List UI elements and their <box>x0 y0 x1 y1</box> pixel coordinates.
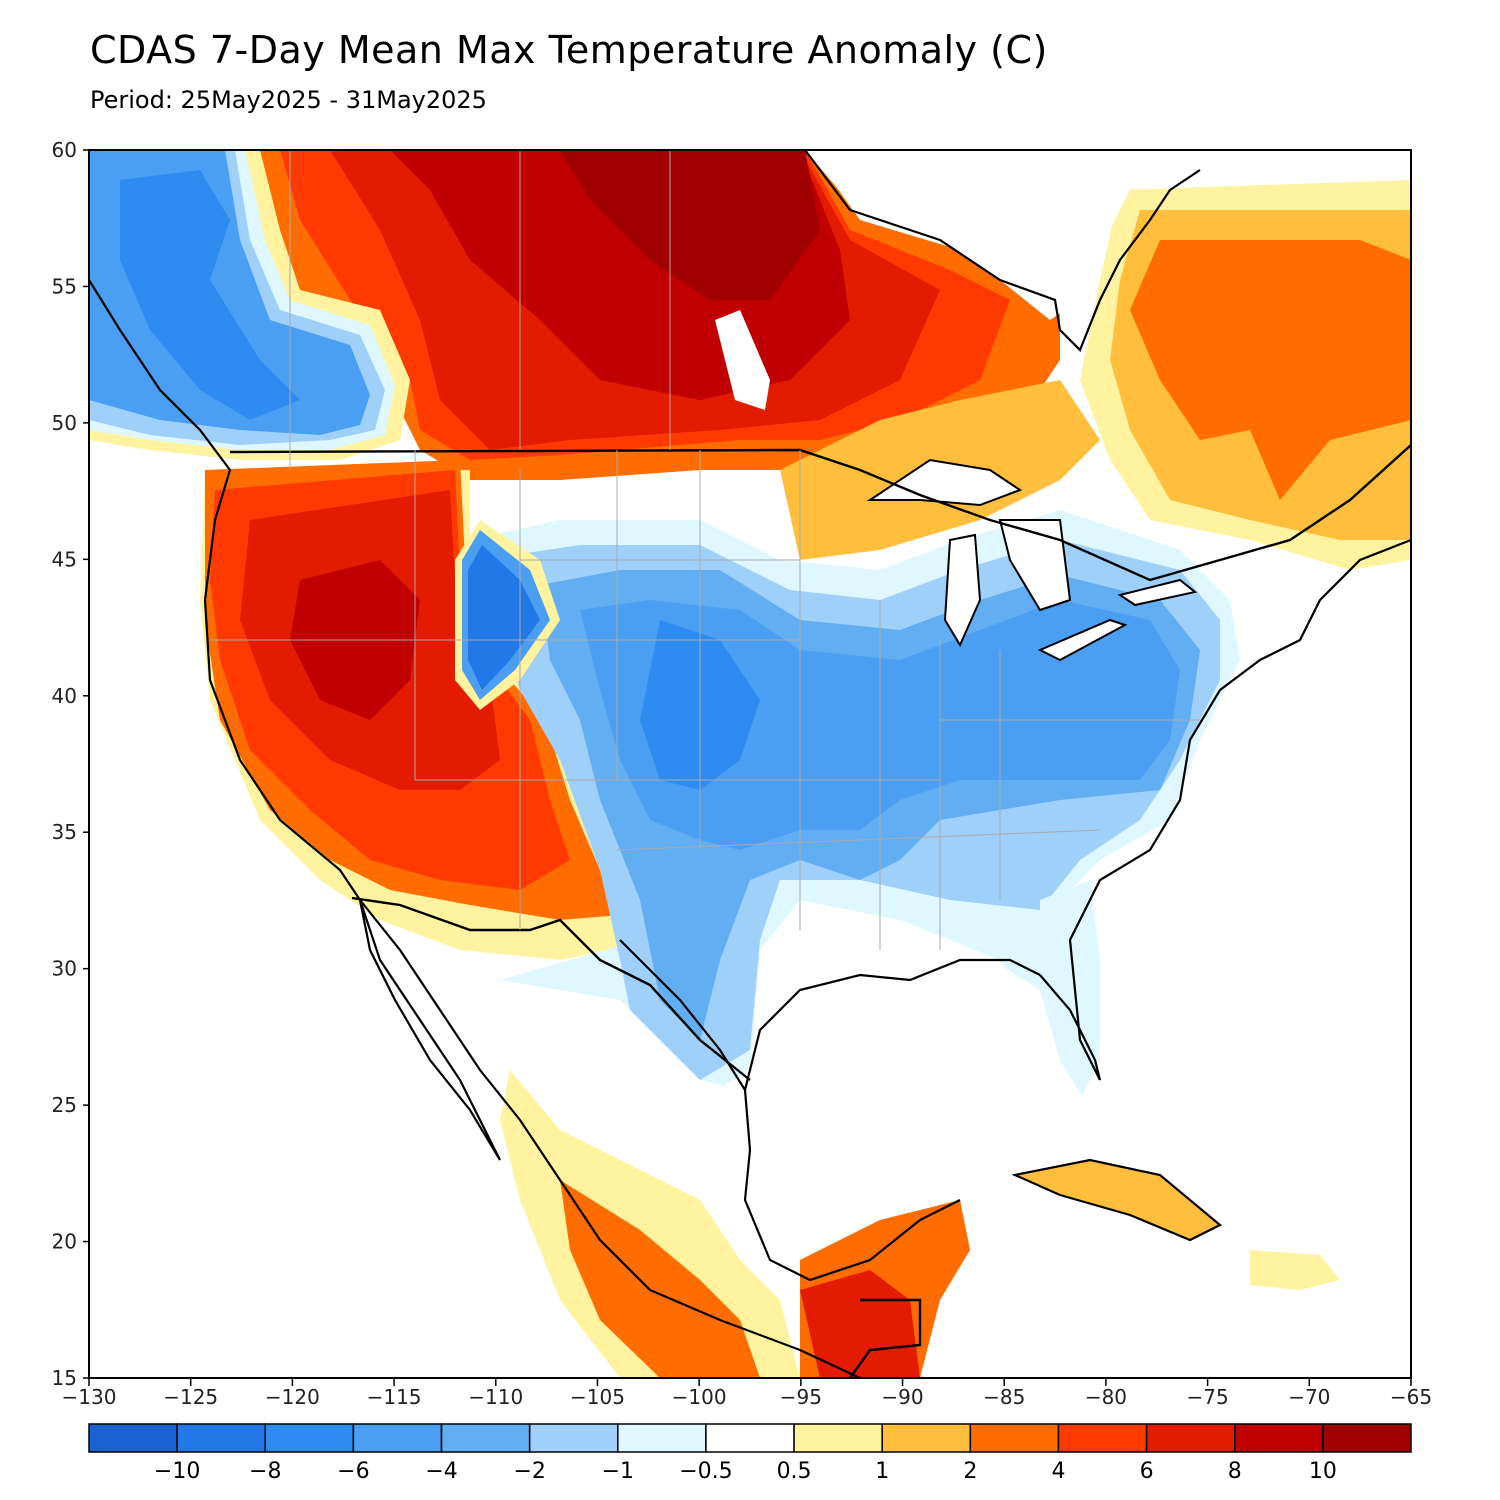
colorbar-swatch <box>352 1423 443 1453</box>
colorbar-label: 2 <box>963 1459 977 1484</box>
colorbar-swatch <box>176 1423 267 1453</box>
colorbar-label: −10 <box>154 1459 200 1484</box>
colorbar-label: −8 <box>249 1459 281 1484</box>
gulf-of-mexico <box>740 965 1090 1240</box>
warm-region-mexico-orange <box>560 1180 760 1378</box>
colorbar: −10 −8 −6 −4 −2 −1 −0.5 0.5 1 2 4 6 8 10 <box>88 1423 1412 1484</box>
hudson-bay <box>805 150 1160 320</box>
pacific-coast <box>89 279 861 1378</box>
colorbar-swatch <box>264 1423 355 1453</box>
lake-winnipeg <box>715 310 770 410</box>
warm-region-guatemala <box>800 1270 920 1378</box>
lon-tick-label: −100 <box>672 1385 727 1409</box>
warm-region-quebec-orange <box>1130 240 1411 500</box>
colorbar-swatch <box>440 1423 531 1453</box>
colorbar-label: 4 <box>1051 1459 1065 1484</box>
state-borders <box>210 150 1200 950</box>
map-plot-area <box>89 150 1411 1378</box>
lon-tick-label: −85 <box>983 1385 1025 1409</box>
colorbar-swatch <box>528 1423 619 1453</box>
colorbar-swatch <box>88 1423 178 1453</box>
warm-region-canada-maroon <box>560 150 820 300</box>
coastlines <box>89 150 1411 1378</box>
latitude-axis: 60 55 50 45 40 35 30 25 20 15 <box>52 138 89 1390</box>
lat-tick-label: 15 <box>52 1366 77 1390</box>
lat-tick-label: 30 <box>52 957 77 981</box>
guatemala-border <box>849 1298 922 1378</box>
lake-michigan <box>943 533 982 648</box>
colorbar-label: −6 <box>337 1459 369 1484</box>
colorbar-label: 1 <box>875 1459 889 1484</box>
lat-tick-label: 20 <box>52 1230 77 1254</box>
lake-ontario <box>1117 578 1198 607</box>
colorbar-swatch <box>1057 1423 1148 1453</box>
baja-california <box>358 899 501 1161</box>
map-title: CDAS 7-Day Mean Max Temperature Anomaly … <box>90 28 1048 72</box>
country-borders <box>229 444 1411 1378</box>
warm-region-cuba <box>1015 1160 1220 1240</box>
lake-superior <box>866 458 1023 507</box>
colorbar-label: −2 <box>513 1459 545 1484</box>
us-canada-border <box>229 444 1411 582</box>
colorbar-swatch <box>1145 1423 1236 1453</box>
warm-region-mexico-yellow <box>500 1070 800 1378</box>
lat-tick-label: 50 <box>52 411 77 435</box>
longitude-axis: −130 −125 −120 −115 −110 −105 −100 −95 −90 −85 −80… <box>62 1378 1432 1409</box>
warm-region-hispaniola <box>1250 1250 1340 1290</box>
lake-erie <box>1037 618 1128 662</box>
lon-tick-label: −90 <box>881 1385 923 1409</box>
colorbar-label: −4 <box>425 1459 457 1484</box>
colorbar-label: −1 <box>602 1459 634 1484</box>
colorbar-swatch <box>1233 1423 1324 1453</box>
lon-tick-label: −130 <box>62 1385 117 1409</box>
period-subtitle: Period: 25May2025 - 31May2025 <box>90 86 487 114</box>
lon-tick-label: −65 <box>1390 1385 1432 1409</box>
lake-huron <box>998 519 1072 612</box>
colorbar-label: 8 <box>1228 1459 1242 1484</box>
lon-tick-label: −110 <box>468 1385 523 1409</box>
colorbar-label: −0.5 <box>679 1459 732 1484</box>
atlantic-coast <box>1039 538 1411 1081</box>
cool-region-wyoming-darkblue <box>468 545 540 690</box>
lon-tick-label: −75 <box>1187 1385 1229 1409</box>
lon-tick-label: −115 <box>367 1385 422 1409</box>
lon-tick-label: −70 <box>1288 1385 1330 1409</box>
colorbar-swatch <box>969 1423 1060 1453</box>
map-frame <box>88 149 1412 1379</box>
lat-tick-label: 55 <box>52 274 77 298</box>
lon-tick-label: −95 <box>780 1385 822 1409</box>
lat-tick-label: 35 <box>52 820 77 844</box>
lat-tick-label: 40 <box>52 684 77 708</box>
colorbar-label: 10 <box>1309 1459 1337 1484</box>
lon-tick-label: −105 <box>570 1385 625 1409</box>
lon-tick-label: −120 <box>265 1385 320 1409</box>
lat-tick-label: 60 <box>52 138 77 162</box>
us-mexico-border <box>351 896 751 1081</box>
colorbar-label: 0.5 <box>777 1459 812 1484</box>
lon-tick-label: −80 <box>1085 1385 1127 1409</box>
colorbar-label: 6 <box>1140 1459 1154 1484</box>
colorbar-swatch <box>881 1423 972 1453</box>
colorbar-swatch <box>793 1423 883 1453</box>
gulf-coast <box>619 939 961 1282</box>
lat-tick-label: 25 <box>52 1093 77 1117</box>
colorbar-swatch <box>705 1423 795 1453</box>
lat-tick-label: 45 <box>52 547 77 571</box>
gulf-coast-us <box>743 958 1041 1091</box>
colorbar-swatch <box>1322 1423 1412 1453</box>
cuba-coast <box>1011 1158 1222 1242</box>
lon-tick-label: −125 <box>163 1385 218 1409</box>
cool-region-bc-darkblue <box>120 170 300 420</box>
colorbar-swatch <box>617 1423 707 1453</box>
hudson-bay-coast <box>804 150 1201 352</box>
